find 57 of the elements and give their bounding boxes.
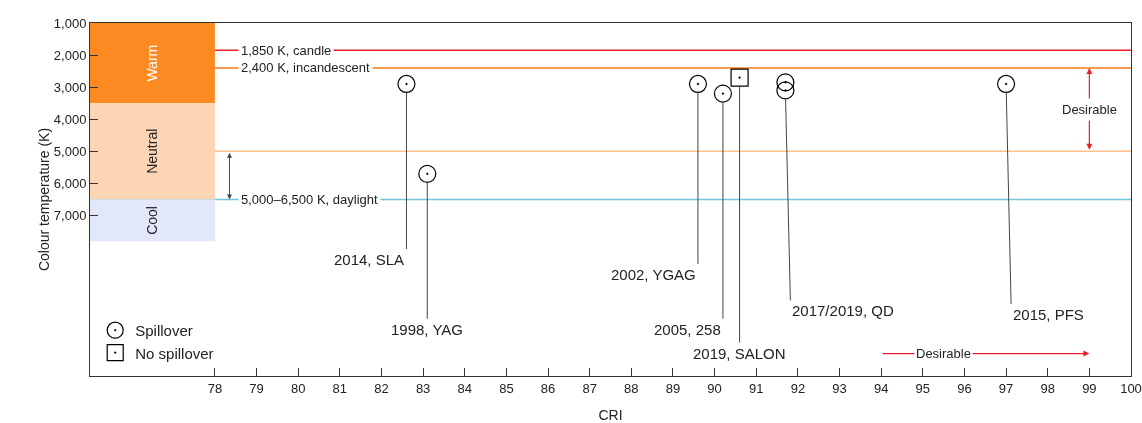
legend-label: Spillover xyxy=(135,322,193,340)
ref-line-label: 5,000–6,500 K, daylight xyxy=(241,192,378,207)
annotation: 2005, 258 xyxy=(654,321,721,338)
annotation: 2015, PFS xyxy=(1013,306,1084,323)
annotation: 2002, YGAG xyxy=(611,266,696,283)
x-tick-label: 78 xyxy=(207,380,223,396)
x-tick-label: 85 xyxy=(499,380,514,396)
x-tick-label: 90 xyxy=(707,380,722,396)
point xyxy=(397,74,416,94)
x-tick-label: 89 xyxy=(665,380,681,396)
legend-label: No spillover xyxy=(135,344,214,362)
x-tick-label: 93 xyxy=(832,380,847,396)
point xyxy=(730,68,749,87)
annotation: Desirable xyxy=(1062,102,1117,117)
point xyxy=(776,73,795,92)
annotation: Desirable xyxy=(916,346,971,361)
x-tick-label: 99 xyxy=(1082,380,1097,396)
point xyxy=(688,74,708,94)
x-axis-title: CRI xyxy=(598,407,623,423)
point xyxy=(776,81,795,100)
ref-line-label: 1,850 K, candle xyxy=(241,43,332,58)
annotation: 2017/2019, QD xyxy=(792,302,894,319)
y-tick-label: 4,000 xyxy=(53,111,87,127)
y-axis-title: Colour temperature (K) xyxy=(35,127,52,272)
y-tick-label: 7,000 xyxy=(53,208,87,224)
y-tick-label: 1,000 xyxy=(53,15,87,31)
x-tick-label: 91 xyxy=(749,380,764,396)
annotation: 2014, SLA xyxy=(334,251,405,268)
band-label: Warm xyxy=(144,44,161,82)
x-tick-label: 96 xyxy=(957,380,972,396)
point xyxy=(996,74,1016,94)
x-tick-label: 97 xyxy=(998,380,1014,396)
x-tick-label: 84 xyxy=(457,380,472,396)
ref-line-label: 2,400 K, incandescent xyxy=(241,60,371,75)
x-tick-label: 94 xyxy=(873,380,889,396)
annotation: 2019, SALON xyxy=(693,345,786,362)
band-label: Cool xyxy=(144,206,161,235)
x-tick-label: 86 xyxy=(540,380,556,396)
x-tick-label: 92 xyxy=(790,380,806,396)
x-tick-label: 100 xyxy=(1120,380,1142,396)
x-tick-label: 79 xyxy=(249,380,264,396)
y-tick-label: 2,000 xyxy=(53,47,87,63)
x-tick-label: 81 xyxy=(332,380,348,396)
y-tick-label: 3,000 xyxy=(53,79,87,95)
point xyxy=(713,84,733,103)
x-tick-label: 88 xyxy=(624,380,639,396)
x-tick-label: 83 xyxy=(415,380,431,396)
y-tick-label: 5,000 xyxy=(53,143,87,159)
y-tick-label: 6,000 xyxy=(53,176,87,191)
x-tick-label: 80 xyxy=(290,380,306,396)
band-label: Neutral xyxy=(144,128,161,174)
x-tick-label: 87 xyxy=(582,380,597,396)
x-tick-label: 82 xyxy=(374,380,389,396)
point xyxy=(418,164,437,183)
x-tick-label: 98 xyxy=(1040,380,1055,396)
x-tick-label: 95 xyxy=(915,380,931,396)
annotation: 1998, YAG xyxy=(391,321,463,338)
